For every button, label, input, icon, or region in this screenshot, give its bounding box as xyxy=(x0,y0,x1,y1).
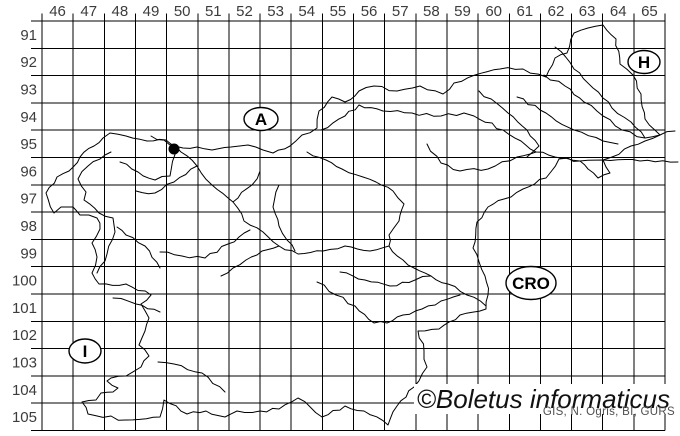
grid-row-label: 99 xyxy=(20,245,37,262)
river-line xyxy=(320,104,360,131)
grid-col-label: 57 xyxy=(392,3,409,20)
grid-col-label: 59 xyxy=(454,3,471,20)
grid-col-label: 60 xyxy=(485,3,502,20)
river-line xyxy=(358,104,679,163)
country-label-ellipse-h xyxy=(627,49,661,75)
map-sources-text: GIS, N. Ogris, BI, GURS xyxy=(542,406,675,418)
grid-row-label: 91 xyxy=(20,27,37,44)
grid-col-label: 52 xyxy=(236,3,253,20)
grid-col-label: 49 xyxy=(143,3,160,20)
river-line xyxy=(272,184,296,252)
grid-row-label: 105 xyxy=(12,409,37,426)
river-line xyxy=(135,165,198,195)
river-line xyxy=(159,229,251,259)
grid-col-label: 65 xyxy=(641,3,658,20)
river-line xyxy=(232,170,261,203)
grid-row-label: 101 xyxy=(12,300,37,317)
river-line xyxy=(306,151,405,247)
grid-row-label: 102 xyxy=(12,327,37,344)
river-line xyxy=(426,143,537,172)
river-line xyxy=(554,46,646,139)
grid-row-label: 92 xyxy=(20,54,37,71)
grid-row-label: 98 xyxy=(20,218,37,235)
grid-row-label: 104 xyxy=(12,382,37,399)
grid-row-label: 94 xyxy=(20,109,37,126)
grid-col-label: 50 xyxy=(174,3,191,20)
grid-row-label: 103 xyxy=(12,354,37,371)
river-line xyxy=(116,226,161,269)
country-border-line xyxy=(45,24,661,426)
grid-col-label: 48 xyxy=(112,3,129,20)
country-label-text-cro: CRO xyxy=(512,274,550,293)
river-line xyxy=(339,271,432,287)
river-line xyxy=(316,281,461,324)
grid-col-label: 47 xyxy=(80,3,97,20)
watermark-text: ©Boletus informaticus xyxy=(413,384,673,414)
grid-col-label: 61 xyxy=(516,3,533,20)
grid-col-label: 51 xyxy=(205,3,222,20)
country-label-ellipse-i xyxy=(68,338,102,364)
grid-col-label: 46 xyxy=(49,3,66,20)
grid-col-label: 54 xyxy=(298,3,315,20)
country-label-ellipse-a xyxy=(243,106,279,132)
country-label-ellipse-cro xyxy=(505,265,557,301)
grid-col-label: 55 xyxy=(330,3,347,20)
grid-col-label: 58 xyxy=(423,3,440,20)
river-line xyxy=(77,151,116,274)
grid-row-label: 95 xyxy=(20,136,37,153)
grid-col-label: 64 xyxy=(610,3,627,20)
river-line xyxy=(196,165,487,307)
grid-row-label: 100 xyxy=(12,273,37,290)
river-line xyxy=(516,96,619,145)
river-line xyxy=(157,361,226,393)
river-line xyxy=(478,90,540,158)
country-label-text-a: A xyxy=(255,110,267,129)
grid-col-label: 53 xyxy=(267,3,284,20)
grid-row-label: 96 xyxy=(20,163,37,180)
grid-row-label: 97 xyxy=(20,191,37,208)
country-label-text-h: H xyxy=(638,53,650,72)
grid-col-label: 63 xyxy=(579,3,596,20)
river-line xyxy=(119,146,177,181)
record-dot[interactable] xyxy=(168,143,180,155)
grid-row-label: 93 xyxy=(20,81,37,98)
river-line xyxy=(220,245,280,277)
river-line xyxy=(112,297,161,313)
river-line xyxy=(543,74,676,139)
grid-col-label: 56 xyxy=(361,3,378,20)
grid-col-label: 62 xyxy=(548,3,565,20)
country-label-text-i: I xyxy=(83,342,88,361)
